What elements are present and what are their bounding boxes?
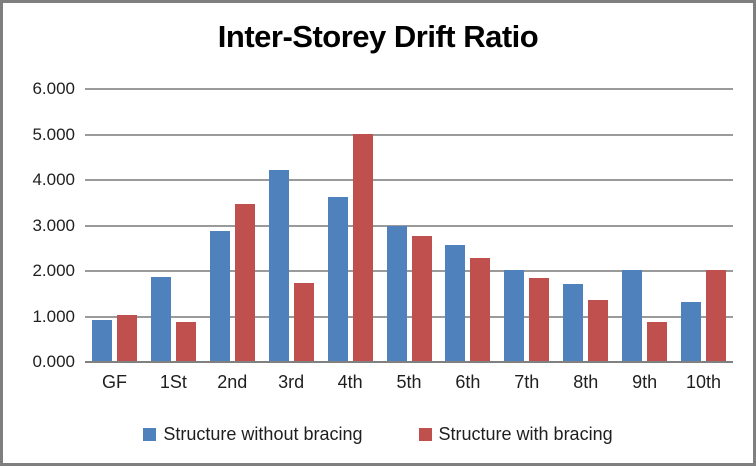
chart-title: Inter-Storey Drift Ratio xyxy=(217,19,539,54)
bar-without-bracing-1st xyxy=(150,276,171,362)
bar-with-bracing-10th xyxy=(706,270,727,362)
legend-item-with-bracing: Structure with bracing xyxy=(418,424,613,445)
x-category-label: 3rd xyxy=(278,372,305,392)
x-axis-line xyxy=(85,361,733,363)
bar-with-bracing-gf xyxy=(116,314,137,362)
x-category-label: 10th xyxy=(686,372,722,392)
x-category-label: 9th xyxy=(632,372,658,392)
y-tick-label: 5.000 xyxy=(32,124,75,144)
gridline xyxy=(85,179,733,181)
legend-swatch-red xyxy=(418,428,432,441)
legend-label: Structure without bracing xyxy=(163,424,363,444)
bar-with-bracing-4th xyxy=(352,133,373,362)
bar-with-bracing-3rd xyxy=(293,283,314,362)
x-category-label: GF xyxy=(101,372,127,392)
gridline xyxy=(85,270,733,272)
y-tick-label: 6.000 xyxy=(32,79,75,98)
bar-without-bracing-7th xyxy=(504,270,525,362)
bar-without-bracing-2nd xyxy=(209,230,230,362)
y-tick-label: 3.000 xyxy=(32,215,75,235)
y-tick-label: 2.000 xyxy=(32,261,75,280)
legend-item-without-bracing: Structure without bracing xyxy=(143,424,363,445)
bar-with-bracing-1st xyxy=(175,321,196,362)
y-tick-label: 4.000 xyxy=(32,170,75,189)
x-category-label: 6th xyxy=(455,372,481,392)
bar-with-bracing-5th xyxy=(411,235,432,362)
gridline xyxy=(85,315,733,318)
x-category-label: 2nd xyxy=(217,372,248,392)
bar-with-bracing-7th xyxy=(529,278,550,362)
legend: Structure without bracing Structure with … xyxy=(3,424,753,445)
bar-without-bracing-8th xyxy=(563,283,584,362)
gridline xyxy=(85,224,733,227)
bar-with-bracing-8th xyxy=(588,300,609,362)
x-category-label: 7th xyxy=(514,372,540,392)
gridline xyxy=(85,133,733,136)
x-category-label: 4th xyxy=(337,372,363,392)
bar-without-bracing-9th xyxy=(622,270,643,362)
bar-without-bracing-4th xyxy=(327,197,348,362)
y-tick-label: 0.000 xyxy=(32,352,75,371)
y-tick-label: 1.000 xyxy=(32,306,75,326)
bar-without-bracing-3rd xyxy=(268,169,289,362)
bar-without-bracing-5th xyxy=(386,225,407,362)
x-category-label: 8th xyxy=(573,372,599,392)
gridline xyxy=(85,88,733,90)
x-category-label: 1St xyxy=(159,372,187,392)
bar-with-bracing-9th xyxy=(647,321,668,362)
legend-swatch-blue xyxy=(143,428,157,441)
bar-without-bracing-gf xyxy=(91,319,112,362)
bar-without-bracing-6th xyxy=(445,244,466,362)
bar-with-bracing-6th xyxy=(470,257,491,362)
legend-label: Structure with bracing xyxy=(438,424,613,444)
bar-with-bracing-2nd xyxy=(234,204,255,362)
x-category-label: 5th xyxy=(396,372,422,392)
bar-without-bracing-10th xyxy=(681,302,702,362)
